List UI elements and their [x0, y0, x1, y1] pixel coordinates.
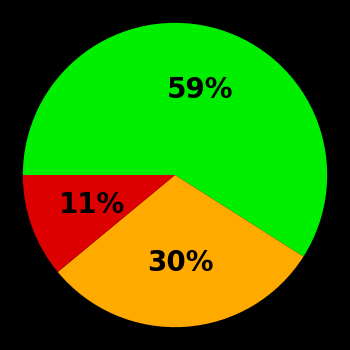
- Wedge shape: [58, 175, 303, 327]
- Wedge shape: [23, 175, 175, 272]
- Text: 30%: 30%: [147, 249, 214, 277]
- Wedge shape: [23, 23, 327, 257]
- Text: 59%: 59%: [166, 76, 233, 104]
- Text: 11%: 11%: [59, 191, 125, 219]
